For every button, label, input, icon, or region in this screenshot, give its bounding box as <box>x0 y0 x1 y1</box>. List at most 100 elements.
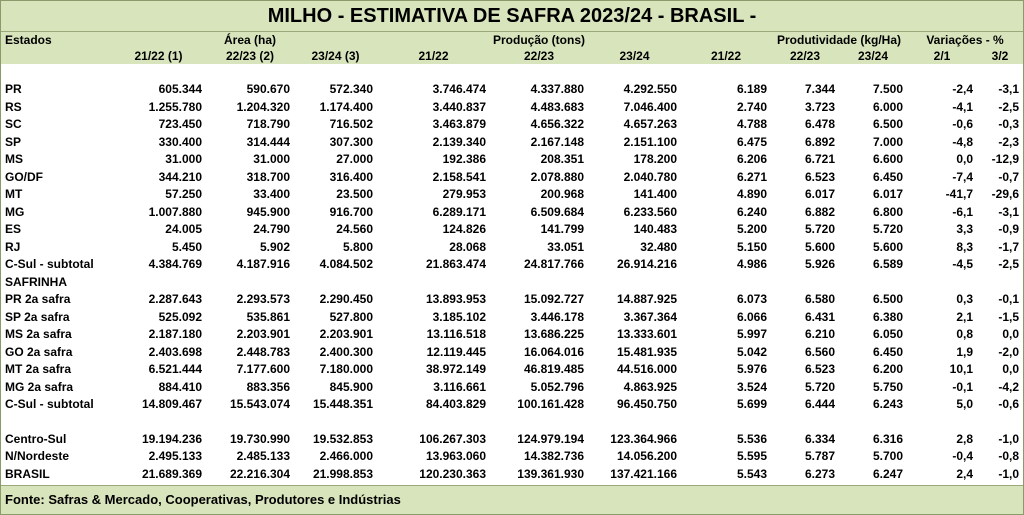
table-cell: 6.882 <box>804 204 835 219</box>
header-variacoes: Variações - % <box>926 33 1004 47</box>
table-cell: -0,1 <box>952 379 974 394</box>
table-cell: 1.255.780 <box>148 99 202 114</box>
table-cell: 4.292.550 <box>623 82 677 96</box>
table-cell <box>771 274 839 292</box>
table-cell <box>377 274 490 292</box>
table-cell: 2.466.000 <box>319 449 373 463</box>
table-cell: 31.000 <box>253 152 290 166</box>
table-row: MS 2a safra 2.187.180 2.203.901 2.203.901 13… <box>1 326 1023 344</box>
table-cell: 33.400 <box>253 187 290 201</box>
table-cell: 6.271 <box>736 169 767 184</box>
table-cell: -29,6 <box>991 187 1020 201</box>
table-cell: 6.273 <box>804 466 835 481</box>
table-cell: 2.495.133 <box>148 449 202 463</box>
table-cell: 6.450 <box>872 344 904 359</box>
table-cell: 3.463.879 <box>432 117 486 131</box>
table-cell <box>111 274 206 292</box>
table-cell: 38.972.149 <box>425 362 486 376</box>
table-cell: 2.078.880 <box>530 169 584 184</box>
table-cell: 6.580 <box>804 292 835 306</box>
table-cell: 123.364.966 <box>610 431 677 446</box>
table-cell: 4.187.916 <box>236 257 290 271</box>
table-cell: 4.863.925 <box>623 379 677 394</box>
table-cell: 5,0 <box>956 397 974 411</box>
header-year: 2/1 <box>933 49 951 63</box>
table-row: SAFRINHA <box>1 274 1023 292</box>
table-cell: 13.686.225 <box>523 327 584 341</box>
table-cell: 2.203.901 <box>236 327 290 341</box>
table-cell: 723.450 <box>158 117 202 131</box>
row-label: MT <box>5 187 23 201</box>
table-cell: 7.180.000 <box>319 362 373 376</box>
table-cell: 5.976 <box>736 362 767 376</box>
table-cell: 32.480 <box>640 239 677 254</box>
table-cell: 19.532.853 <box>312 431 373 446</box>
table-row: RJ 5.450 5.902 5.800 28.068 33.051 32.480 5.150… <box>1 239 1023 257</box>
table-cell <box>206 274 294 292</box>
header-year: 22/23 <box>523 49 555 63</box>
table-cell: 316.400 <box>329 169 373 184</box>
table-cell: 28.068 <box>449 239 486 254</box>
row-label: MG 2a safra <box>5 379 74 394</box>
table-cell: 4.657.263 <box>623 117 677 131</box>
table-cell: 6.721 <box>804 152 835 166</box>
table-cell: 21.998.853 <box>312 466 373 481</box>
table-cell: 527.800 <box>329 309 373 324</box>
header-year: 23/24 (3) <box>311 49 360 63</box>
table-cell: 178.200 <box>633 152 677 166</box>
header-year: 21/22 (1) <box>134 49 183 63</box>
table-cell: -0,1 <box>998 292 1020 306</box>
table-cell: 15.543.074 <box>229 397 290 411</box>
table-cell: 2.293.573 <box>236 292 290 306</box>
table-cell: 10,1 <box>949 362 974 376</box>
table-cell: 21.863.474 <box>425 257 486 271</box>
table-cell: -0,6 <box>998 397 1020 411</box>
table-cell: -1,0 <box>998 431 1020 446</box>
table-cell: 7.177.600 <box>236 362 290 376</box>
table-cell: -7,4 <box>952 169 974 184</box>
table-cell: 330.400 <box>158 134 202 149</box>
table-cell: 718.790 <box>246 117 290 131</box>
table-cell: 0,0 <box>1002 362 1020 376</box>
table-cell: 5.600 <box>872 239 904 254</box>
table-cell: 2,8 <box>956 431 974 446</box>
table-cell: -6,1 <box>952 204 974 219</box>
table-cell: 2.287.643 <box>148 292 202 306</box>
row-label: BRASIL <box>5 466 50 481</box>
table-cell: 6.500 <box>872 117 904 131</box>
table-cell: 279.953 <box>442 187 486 201</box>
row-label: Centro-Sul <box>5 431 67 446</box>
table-cell: 13.893.953 <box>425 292 486 306</box>
row-label: GO/DF <box>5 169 43 184</box>
table-cell: -4,5 <box>952 257 974 271</box>
table-cell: 5.700 <box>872 449 904 463</box>
table-cell: 44.516.000 <box>616 362 677 376</box>
table-cell: 6.017 <box>804 187 835 201</box>
table-cell: 0,0 <box>956 152 974 166</box>
table-cell: 46.819.485 <box>523 362 584 376</box>
row-label: ES <box>5 222 22 236</box>
table-cell: 307.300 <box>329 134 373 149</box>
table-row: MS 31.000 31.000 27.000 192.386 208.351 178.20… <box>1 151 1023 169</box>
row-label: MS 2a safra <box>5 327 72 341</box>
table-cell: 3.440.837 <box>432 99 486 114</box>
table-cell: 26.914.216 <box>616 257 677 271</box>
table-cell <box>681 274 771 292</box>
table-cell: 57.250 <box>165 187 202 201</box>
table-cell: 23.500 <box>336 187 373 201</box>
table-cell: 21.689.369 <box>141 466 202 481</box>
table-cell: 2.485.133 <box>236 449 290 463</box>
table-cell: 6.200 <box>872 362 904 376</box>
table-cell: 12.119.445 <box>426 344 486 359</box>
table-cell: 0,0 <box>1002 327 1020 341</box>
table-cell: 6.316 <box>872 431 904 446</box>
table-cell: -4,8 <box>952 134 974 149</box>
row-label: PR 2a safra <box>5 292 71 306</box>
table-cell: 200.968 <box>540 187 584 201</box>
table-cell: 6.523 <box>804 169 835 184</box>
table-cell: 3.116.661 <box>433 379 486 394</box>
table-cell <box>588 274 681 292</box>
table-cell: 1,9 <box>956 344 974 359</box>
table-cell: 124.979.194 <box>517 431 584 446</box>
table-row: PR 605.344 590.670 572.340 3.746.474 4.337.88… <box>1 81 1023 99</box>
